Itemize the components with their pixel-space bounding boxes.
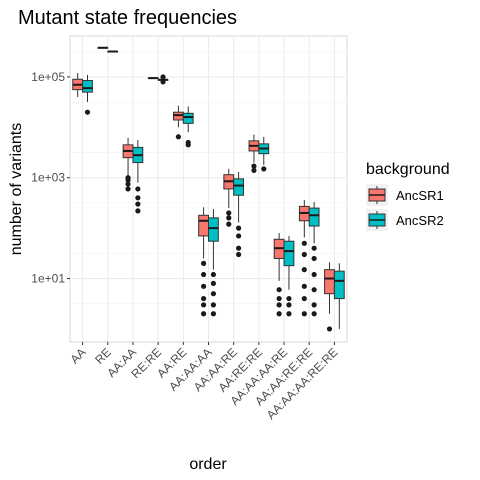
box-body [283, 240, 295, 267]
box-ancsr1-aa-re [172, 105, 184, 140]
outlier-point [175, 134, 182, 140]
box-body [333, 270, 345, 300]
outlier-point [311, 255, 317, 262]
outlier-point [301, 251, 307, 258]
outlier-point [200, 271, 207, 278]
box-ancsr1-aa-aa-re-re [298, 200, 310, 317]
box-ancsr1-aa-aa-aa [198, 207, 210, 317]
outlier-point [125, 175, 131, 181]
outlier-point [276, 302, 282, 308]
outlier-point [226, 221, 232, 227]
box-body [208, 217, 219, 242]
outlier-point [301, 240, 307, 246]
chart-title: Mutant state frequencies [18, 7, 237, 29]
outlier-point [200, 260, 207, 266]
outlier-point [200, 311, 207, 317]
outlier-point [210, 302, 217, 308]
box-body [198, 214, 210, 237]
box-ancsr2-aa-aa-aa-re [283, 235, 295, 317]
outlier-point [185, 142, 191, 148]
legend-label: AncSR2 [396, 213, 444, 228]
outlier-point [235, 233, 242, 239]
outlier-point [311, 287, 317, 293]
outlier-point [84, 109, 91, 115]
x-axis-ticks: AA REAA:AARE:REAA:REAA:AA:AAAA:AA:REAA:RE… [67, 342, 341, 422]
outlier-point [286, 295, 292, 302]
outlier-point [311, 311, 317, 317]
outlier-point [326, 326, 333, 332]
box-body [233, 178, 245, 196]
outlier-point [276, 311, 282, 317]
x-axis-title: order [189, 456, 227, 473]
outlier-point [261, 166, 267, 172]
outlier-point [135, 201, 141, 207]
outlier-point [135, 208, 141, 214]
box-ancsr2-aa-aa [132, 140, 144, 214]
outlier-point [251, 167, 257, 173]
box-ancsr1-re [97, 46, 109, 49]
outlier-point [311, 271, 317, 278]
outlier-point [286, 311, 292, 317]
outlier-point [210, 291, 217, 297]
legend: background AncSR1 AncSR2 [366, 161, 450, 231]
legend-title: background [366, 161, 450, 178]
outlier-point [301, 283, 307, 289]
outlier-point [226, 210, 232, 216]
y-axis-ticks: 1e+01 1e+03 1e+05 [31, 70, 70, 286]
outlier-point [226, 215, 232, 221]
y-tick-label: 1e+01 [31, 272, 65, 286]
box-ancsr1-aa-aa-aa-re [273, 233, 285, 317]
outlier-point [210, 271, 217, 278]
box-ancsr2-re [107, 50, 119, 53]
box-ancsr2-re-re [157, 74, 169, 85]
outlier-point [286, 302, 292, 308]
box-ancsr2-aa-aa-re [233, 172, 245, 258]
legend-label: AncSR1 [396, 188, 444, 203]
y-axis-title: number of variants [8, 123, 25, 256]
outlier-point [125, 186, 131, 192]
outlier-point [251, 163, 257, 169]
outlier-point [135, 195, 141, 201]
outlier-point [210, 311, 217, 317]
outlier-point [125, 181, 131, 187]
box-ancsr1-aa-re-re [248, 134, 260, 173]
outlier-point [160, 79, 166, 85]
outlier-point [235, 225, 242, 231]
box-body [182, 112, 194, 124]
outlier-point [301, 295, 307, 302]
box-ancsr2-aa-aa-aa-re-re [333, 263, 345, 329]
outlier-point [276, 287, 282, 293]
outlier-point [200, 302, 207, 308]
box-layer [72, 46, 345, 332]
outlier-point [160, 74, 166, 80]
box-ancsr2-aa-aa-re-re [308, 202, 320, 317]
box-ancsr2-aa-re [182, 106, 194, 148]
outlier-point [200, 295, 207, 302]
box-ancsr1-re-re [147, 77, 159, 80]
outlier-point [235, 251, 242, 258]
y-tick-label: 1e+03 [31, 171, 65, 185]
box-ancsr2-aa-re-re [258, 136, 270, 172]
box-ancsr2-aa-aa-aa [208, 208, 219, 317]
box-ancsr2-aa [82, 74, 93, 115]
outlier-point [210, 280, 217, 287]
outlier-point [301, 311, 307, 317]
outlier-point [135, 186, 141, 192]
box-body [82, 80, 93, 93]
outlier-point [311, 245, 317, 251]
box-body [308, 207, 320, 227]
box-body [324, 269, 335, 295]
y-tick-label: 1e+05 [31, 70, 65, 84]
outlier-point [301, 267, 307, 273]
x-tick-label: AA [67, 345, 88, 366]
outlier-point [311, 302, 317, 308]
outlier-point [235, 245, 242, 251]
outlier-point [276, 295, 282, 302]
outlier-point [200, 283, 207, 289]
